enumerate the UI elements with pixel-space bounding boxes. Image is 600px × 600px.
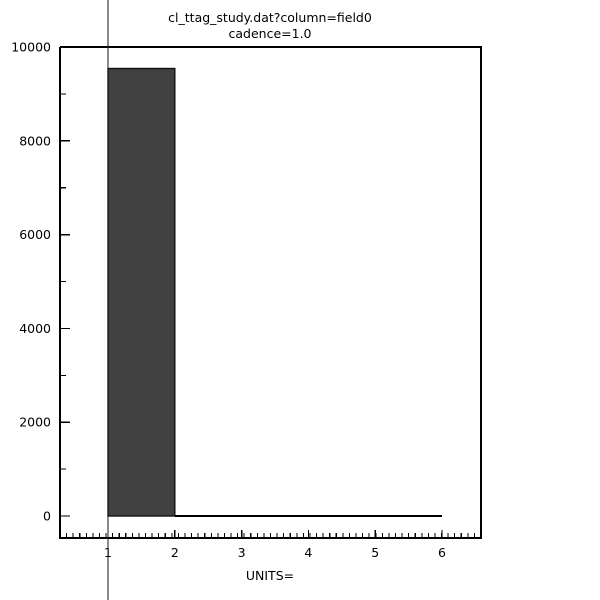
x-axis-minor-ticks xyxy=(66,533,475,538)
x-tick-label-4: 4 xyxy=(304,545,312,560)
x-tick-label-5: 5 xyxy=(371,545,379,560)
y-axis-major-ticks xyxy=(60,46,70,517)
y-tick-label-10000: 10000 xyxy=(11,40,51,55)
y-tick-label-4000: 4000 xyxy=(19,321,51,336)
histogram-bar-bin-1 xyxy=(107,67,176,517)
y-tick-label-2000: 2000 xyxy=(19,415,51,430)
x-tick-label-2: 2 xyxy=(171,545,179,560)
x-axis-major-ticks xyxy=(107,530,443,538)
y-tick-label-8000: 8000 xyxy=(19,133,51,148)
x-axis-label: UNITS= xyxy=(246,568,294,583)
chart-title-line1: cl_ttag_study.dat?column=field0 xyxy=(168,10,372,25)
y-tick-label-6000: 6000 xyxy=(19,227,51,242)
y-tick-label-0: 0 xyxy=(43,509,51,524)
chart-title-line2: cadence=1.0 xyxy=(229,26,312,41)
y-axis-minor-ticks xyxy=(60,93,66,470)
x-tick-label-6: 6 xyxy=(438,545,446,560)
x-tick-label-3: 3 xyxy=(238,545,246,560)
plot-frame xyxy=(59,46,482,539)
